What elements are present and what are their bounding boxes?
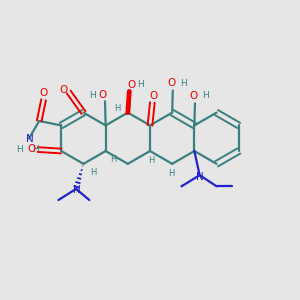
Text: H: H bbox=[202, 92, 208, 100]
Text: O: O bbox=[59, 85, 68, 94]
Text: H: H bbox=[16, 146, 23, 154]
Text: H: H bbox=[180, 79, 187, 88]
Text: H: H bbox=[114, 104, 121, 113]
Text: O: O bbox=[98, 90, 106, 100]
Text: O: O bbox=[27, 144, 35, 154]
Text: O: O bbox=[39, 88, 47, 98]
Text: H: H bbox=[91, 168, 97, 177]
Text: N: N bbox=[196, 172, 204, 182]
Text: H: H bbox=[148, 156, 155, 165]
Text: O: O bbox=[189, 91, 198, 101]
Text: H: H bbox=[89, 91, 96, 100]
Text: N: N bbox=[73, 185, 80, 195]
Text: H: H bbox=[110, 155, 116, 164]
Text: O: O bbox=[167, 78, 176, 88]
Text: H: H bbox=[168, 169, 175, 178]
Text: H: H bbox=[32, 146, 39, 154]
Text: O: O bbox=[128, 80, 136, 90]
Text: O: O bbox=[150, 91, 158, 101]
Text: N: N bbox=[26, 134, 33, 144]
Text: H: H bbox=[137, 80, 144, 89]
